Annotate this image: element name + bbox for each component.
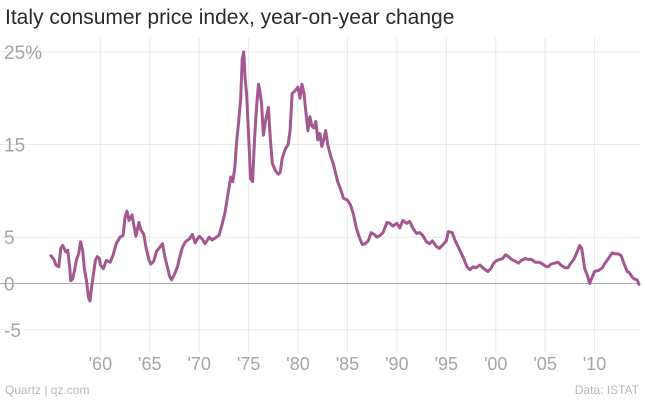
- x-tick-label: '85: [336, 354, 359, 374]
- credit-text: Quartz | qz.com: [5, 383, 90, 397]
- x-tick-label: '70: [187, 354, 210, 374]
- source-text: Data: ISTAT: [574, 383, 639, 397]
- x-tick-label: '90: [385, 354, 408, 374]
- x-tick-label: '75: [237, 354, 260, 374]
- grid-lines: [0, 38, 640, 353]
- x-tick-label: '80: [286, 354, 309, 374]
- x-tick-label: '05: [533, 354, 556, 374]
- y-tick-label: 0: [4, 275, 15, 296]
- chart-title: Italy consumer price index, year-on-year…: [5, 6, 455, 29]
- y-tick-label: -5: [4, 321, 21, 342]
- plot-area: [49, 50, 641, 303]
- x-tick-label: '95: [435, 354, 458, 374]
- x-tick-label: '10: [583, 354, 606, 374]
- x-axis: '60 '65 '70 '75 '80 '85 '90 '95 '00 '05 '10: [89, 354, 607, 374]
- y-tick-label: 25%: [4, 43, 42, 64]
- y-axis: 25% 15 5 0 -5: [4, 43, 42, 342]
- y-tick-label: 15: [4, 136, 25, 157]
- x-tick-label: '60: [89, 354, 112, 374]
- x-tick-label: '65: [138, 354, 161, 374]
- x-tick-label: '00: [484, 354, 507, 374]
- cpi-series-line: [49, 50, 641, 303]
- y-tick-label: 5: [4, 228, 15, 249]
